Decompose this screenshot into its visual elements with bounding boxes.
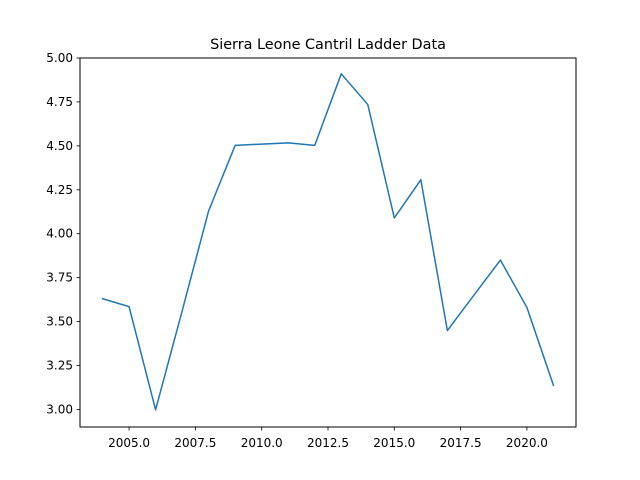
x-axis: 2005.0 2007.5 2010.0 2012.5 2015.0 2017.5 2020…	[108, 427, 548, 450]
series-layer	[101, 73, 555, 411]
y-tick-label: 4.75	[46, 95, 73, 109]
y-tick-label: 3.25	[46, 359, 73, 373]
y-tick-label: 4.50	[46, 139, 73, 153]
y-tick-label: 3.50	[46, 315, 73, 329]
y-tick-label: 4.00	[46, 227, 73, 241]
x-tick-label: 2010.0	[241, 436, 283, 450]
x-tick-label: 2015.0	[373, 436, 415, 450]
y-axis: 3.00 3.25 3.50 3.75 4.00 4.25 4.50 4.75 5.00	[46, 51, 80, 416]
x-tick-label: 2012.5	[307, 436, 349, 450]
y-tick-label: 4.25	[46, 183, 73, 197]
y-tick-label: 5.00	[46, 51, 73, 65]
x-tick-label: 2020.0	[506, 436, 548, 450]
series-line	[101, 73, 555, 411]
x-tick-label: 2007.5	[174, 436, 216, 450]
x-tick-label: 2005.0	[108, 436, 150, 450]
chart-title: Sierra Leone Cantril Ladder Data	[210, 37, 446, 53]
x-tick-label: 2017.5	[440, 436, 482, 450]
y-tick-label: 3.00	[46, 402, 73, 416]
y-tick-label: 3.75	[46, 271, 73, 285]
plot-frame	[79, 57, 577, 428]
